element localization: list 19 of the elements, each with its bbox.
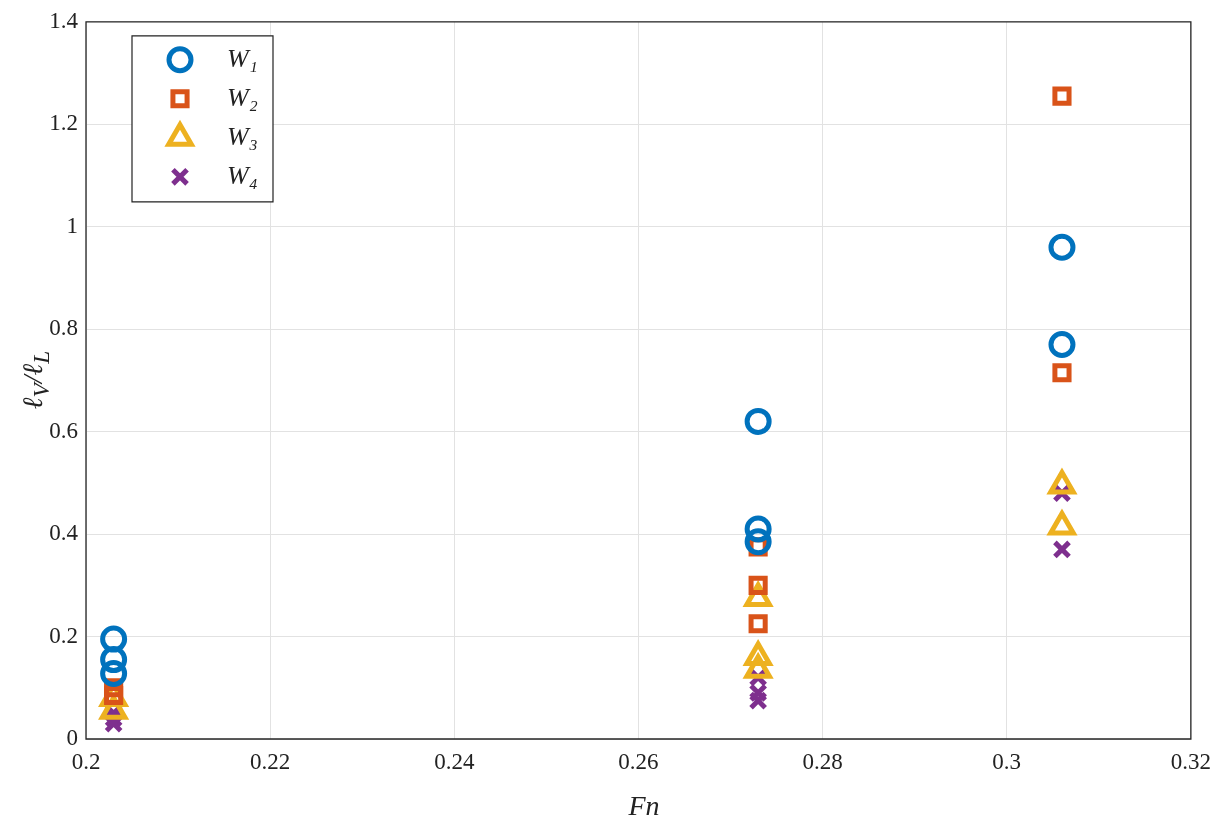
y-tick-label: 1	[66, 212, 78, 238]
x-axis-title: Fn	[628, 790, 660, 822]
x-tick-label: 0.32	[1170, 748, 1211, 774]
y-tick-label: 0	[66, 725, 78, 751]
x-tick-label: 0.24	[434, 748, 475, 774]
y-tick-label: 0.4	[49, 520, 79, 546]
x-tick-label: 0.22	[250, 748, 291, 774]
x-tick-label: 0.28	[802, 748, 843, 774]
legend-label: W₁	[227, 43, 258, 73]
y-tick-label: 0.2	[49, 622, 78, 648]
legend-label: W₃	[227, 121, 258, 151]
x-tick-label: 0.26	[618, 748, 659, 774]
y-tick-label: 1.4	[49, 7, 79, 33]
y-tick-label: 0.8	[49, 315, 78, 341]
legend-label: W₄	[227, 160, 258, 190]
y-tick-label: 1.2	[49, 110, 78, 136]
y-tick-label: 0.6	[49, 417, 78, 443]
x-tick-label: 0.3	[992, 748, 1022, 774]
legend-label: W₂	[227, 82, 258, 112]
